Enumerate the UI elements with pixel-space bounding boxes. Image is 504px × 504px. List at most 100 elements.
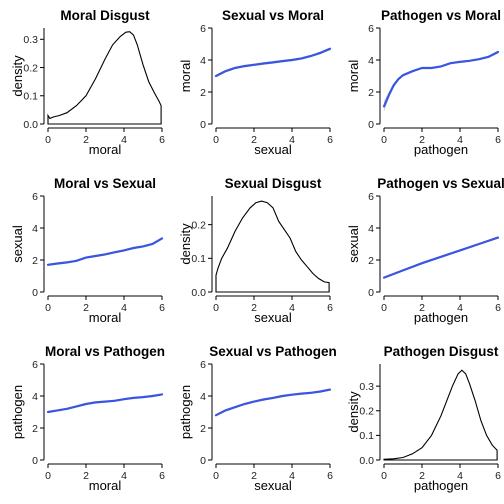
y-tick-label: 0 [200,119,206,131]
x-axis-label: sexual [254,310,292,325]
x-tick-label: 2 [83,470,89,482]
x-tick-label: 0 [45,470,51,482]
x-tick-label: 2 [251,134,257,146]
x-tick-label: 2 [83,302,89,314]
x-tick-label: 6 [159,134,165,146]
y-tick-label: 0.0 [23,119,38,131]
y-tick-label: 0.0 [359,455,374,467]
y-tick-label: 0.0 [191,287,206,299]
x-tick-label: 2 [251,302,257,314]
x-axis-label: moral [89,142,122,157]
y-tick-label: 0 [368,119,374,131]
panel-title: Pathogen Disgust [384,344,499,359]
y-tick-label: 2 [32,423,38,435]
x-tick-label: 4 [121,134,127,146]
y-tick-label: 2 [200,423,206,435]
y-axis-label: pathogen [178,385,193,439]
y-tick-label: 0.1 [191,253,206,265]
chart-panel-8: Sexual vs Pathogen 0 2 4 6 0 2 4 6 sexual pathogen [178,344,337,493]
y-tick-label: 0.1 [359,430,374,442]
chart-panel-2: Sexual vs Moral 0 2 4 6 0 2 4 6 sexual moral [178,8,333,157]
x-tick-label: 2 [83,134,89,146]
y-tick-label: 2 [200,87,206,99]
panel-title: Pathogen vs Sexual [377,176,504,191]
y-tick-label: 4 [32,223,38,235]
chart-panel-4: Moral vs Sexual 0 2 4 6 0 2 4 6 moral sexual [10,176,165,325]
x-tick-label: 6 [495,134,501,146]
x-axis-label: pathogen [414,142,468,157]
panel-title: Moral vs Pathogen [45,344,165,359]
x-tick-label: 4 [457,470,463,482]
y-tick-label: 0.1 [23,91,38,103]
y-tick-label: 0.2 [23,62,38,74]
x-axis-label: pathogen [414,478,468,493]
y-tick-label: 0.2 [359,406,374,418]
smooth-line [214,388,332,417]
chart-panel-7: Moral vs Pathogen 0 2 4 6 0 2 4 6 moral pathogen [10,344,165,493]
y-tick-label: 4 [368,223,374,235]
chart-panel-9: Pathogen Disgust 0 2 4 6 0.0 0.1 0.2 0.3 pathogen… [346,344,501,493]
y-axis-label: density [10,55,25,97]
smooth-line [214,47,332,78]
x-tick-label: 6 [159,470,165,482]
x-tick-label: 0 [213,134,219,146]
panel-title: Moral vs Sexual [54,176,156,191]
y-axis-label: sexual [10,225,25,263]
density-curve [383,369,498,461]
y-tick-label: 4 [200,55,206,67]
smooth-line [46,393,164,414]
y-tick-label: 6 [32,359,38,371]
panel-title: Sexual vs Pathogen [209,344,337,359]
x-tick-label: 2 [419,302,425,314]
y-axis-label: moral [346,60,361,93]
x-tick-label: 2 [419,134,425,146]
x-tick-label: 6 [327,470,333,482]
chart-panel-1: Moral Disgust 0 2 4 6 0.0 0.1 0.2 0.3 moral densit… [10,8,165,157]
y-tick-label: 0.3 [359,381,374,393]
x-axis-label: sexual [254,478,292,493]
y-tick-label: 2 [32,255,38,267]
y-tick-label: 0.3 [23,34,38,46]
y-axis-label: moral [178,60,193,93]
x-tick-label: 6 [495,302,501,314]
y-tick-label: 6 [368,191,374,203]
panel-title: Moral Disgust [60,8,150,23]
y-axis-label: pathogen [10,385,25,439]
y-tick-label: 6 [200,359,206,371]
smooth-line [382,50,500,108]
x-tick-label: 6 [495,470,501,482]
chart-panel-3: Pathogen vs Moral 0 2 4 6 0 2 4 6 pathogen moral [346,8,501,157]
panel-title: Sexual Disgust [225,176,322,191]
x-tick-label: 0 [45,134,51,146]
y-tick-label: 4 [32,391,38,403]
x-tick-label: 0 [213,302,219,314]
x-tick-label: 0 [45,302,51,314]
y-tick-label: 0 [32,455,38,467]
x-axis-label: pathogen [414,310,468,325]
y-tick-label: 0 [368,287,374,299]
x-tick-label: 4 [289,134,295,146]
y-tick-label: 6 [368,23,374,35]
y-tick-label: 6 [200,23,206,35]
y-tick-label: 2 [368,87,374,99]
density-curve [215,200,330,293]
y-tick-label: 0.2 [191,219,206,231]
panel-title: Pathogen vs Moral [381,8,501,23]
x-tick-label: 6 [159,302,165,314]
smooth-line [382,236,500,279]
x-tick-label: 2 [419,470,425,482]
y-tick-label: 4 [368,55,374,67]
x-tick-label: 0 [213,470,219,482]
x-tick-label: 0 [381,302,387,314]
x-tick-label: 4 [457,302,463,314]
y-axis-label: sexual [346,225,361,263]
y-tick-label: 0 [200,455,206,467]
x-axis-label: sexual [254,142,292,157]
x-axis-label: moral [89,478,122,493]
chart-panel-5: Sexual Disgust 0 2 4 6 0.0 0.1 0.2 sexual density [178,176,333,325]
density-curve [47,31,162,125]
x-tick-label: 6 [327,302,333,314]
x-tick-label: 4 [289,302,295,314]
x-tick-label: 2 [251,470,257,482]
x-tick-label: 6 [327,134,333,146]
